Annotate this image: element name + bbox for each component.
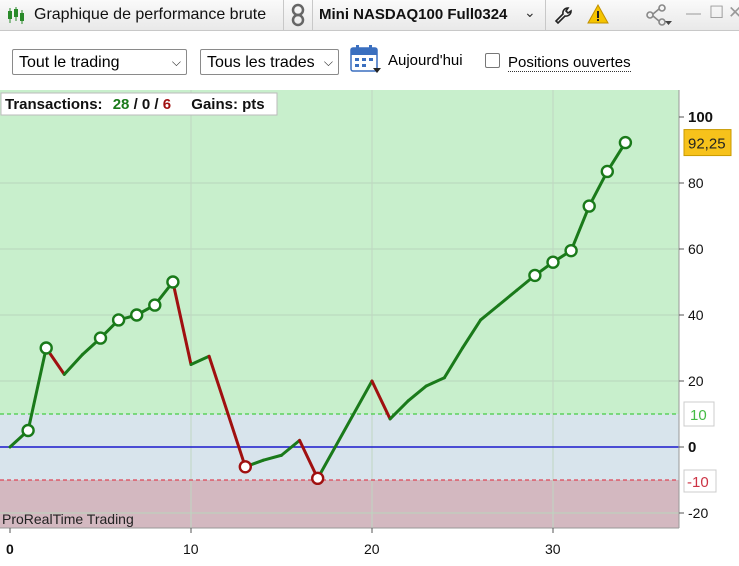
last-value-badge <box>683 129 732 157</box>
equity-segment <box>370 379 392 421</box>
trade-marker[interactable] <box>21 423 35 438</box>
summary-box <box>0 92 278 116</box>
scope-select-value: Tout le trading <box>19 54 120 71</box>
trades-select[interactable]: Tous les trades ⌵ <box>200 49 339 75</box>
separator <box>545 0 546 30</box>
upper-threshold-badge <box>683 401 715 427</box>
maximize-icon[interactable]: ☐ <box>709 3 725 22</box>
calendar-icon[interactable] <box>350 45 382 75</box>
equity-segment <box>171 280 193 366</box>
watermark: ProRealTime Trading <box>2 511 134 527</box>
minimize-icon[interactable]: — <box>686 5 701 22</box>
equity-segment <box>497 288 519 307</box>
equity-segment <box>298 438 320 480</box>
y-tick-label: 80 <box>688 175 704 191</box>
y-tick-label: 100 <box>688 109 713 126</box>
slash: / <box>134 96 142 113</box>
trade-marker[interactable] <box>582 199 596 213</box>
grid-lines <box>0 90 679 528</box>
trades-select-value: Tous les trades <box>207 54 315 71</box>
share-icon[interactable] <box>645 3 673 27</box>
close-icon[interactable]: ✕ <box>728 3 739 22</box>
neutral-count: 0 <box>142 96 150 113</box>
upper-threshold-label: 10 <box>690 407 707 424</box>
x-tick-label: 10 <box>183 541 199 557</box>
trade-marker[interactable] <box>39 341 53 355</box>
last-value-label: 92,25 <box>688 136 726 153</box>
y-tick-label: -20 <box>688 505 708 521</box>
equity-segment <box>280 438 302 457</box>
equity-segment <box>406 384 428 403</box>
x-tick-label: 20 <box>364 541 380 557</box>
y-axis-panel <box>679 90 739 538</box>
value-badges: 92,25 10 -10 <box>683 129 732 493</box>
y-tick-label: 40 <box>688 307 704 323</box>
trade-marker[interactable] <box>618 135 633 150</box>
y-tick-label: 0 <box>688 439 696 456</box>
equity-segment <box>424 376 446 388</box>
trade-marker[interactable] <box>148 298 162 312</box>
losses-count: 6 <box>163 96 171 113</box>
equity-segment <box>189 354 211 366</box>
equity-segment <box>479 303 501 322</box>
y-tick-label: 20 <box>688 373 704 389</box>
candlestick-chart-icon <box>8 7 24 24</box>
trade-marker[interactable] <box>546 255 560 269</box>
y-tick-label: 60 <box>688 241 704 257</box>
trade-marker[interactable] <box>166 275 180 289</box>
trade-marker[interactable] <box>564 243 578 258</box>
x-tick-label: 30 <box>545 541 561 557</box>
gains-label: Gains: pts <box>191 96 264 113</box>
chevron-down-icon: ⌵ <box>323 55 333 69</box>
separator <box>283 0 284 30</box>
x-axis-ticks: 0 10 20 30 <box>6 528 561 557</box>
trade-marker[interactable] <box>111 313 126 327</box>
date-range-label[interactable]: Aujourd'hui <box>388 52 463 69</box>
chevron-down-icon: ⌵ <box>171 55 181 69</box>
equity-segment <box>207 354 247 469</box>
window-titlebar: Graphique de performance brute Mini NASD… <box>0 0 739 31</box>
performance-chart: ProRealTime Trading 100 80 60 40 20 0 -20 0 10 2… <box>0 90 739 561</box>
scope-select[interactable]: Tout le trading ⌵ <box>12 49 187 75</box>
chevron-down-icon[interactable]: ⌄ <box>524 4 536 20</box>
window-title: Graphique de performance brute <box>34 6 267 23</box>
transactions-label: Transactions: <box>5 96 103 113</box>
equity-segment <box>62 353 84 376</box>
trade-marker[interactable] <box>600 164 614 179</box>
trade-marker[interactable] <box>238 460 253 474</box>
y-axis-ticks: 100 80 60 40 20 0 -20 <box>679 109 713 521</box>
separator <box>312 0 313 30</box>
lower-threshold-badge <box>683 469 717 493</box>
open-positions-label[interactable]: Positions ouvertes <box>508 54 631 72</box>
trade-marker[interactable] <box>311 471 325 486</box>
equity-segment <box>261 453 283 462</box>
warning-icon[interactable] <box>587 4 609 24</box>
trade-marker[interactable] <box>129 308 144 322</box>
equity-segment <box>316 379 374 480</box>
wrench-icon[interactable] <box>554 5 574 25</box>
summary-text: Transactions: 28 / 0 / 6 Gains: pts <box>5 96 265 113</box>
equity-segment <box>569 204 591 253</box>
open-positions-checkbox[interactable] <box>485 53 500 68</box>
trade-marker[interactable] <box>93 331 108 345</box>
trade-marker[interactable] <box>528 268 542 283</box>
x-axis-panel <box>0 528 679 561</box>
slash: / <box>154 96 162 113</box>
wins-count: 28 <box>113 96 130 113</box>
equity-segment <box>388 399 410 421</box>
filter-toolbar: Tout le trading ⌵ Tous les trades ⌵ Aujo… <box>0 31 739 89</box>
trade-markers <box>21 135 633 486</box>
equity-segment <box>461 318 483 350</box>
link-icon[interactable] <box>289 3 307 27</box>
equity-segment <box>26 346 48 432</box>
lower-threshold-label: -10 <box>687 474 709 491</box>
transactions-summary: Transactions: 28 / 0 / 6 Gains: pts <box>0 92 278 116</box>
negative-zone <box>0 480 679 528</box>
equity-segment <box>442 346 464 380</box>
instrument-selector[interactable]: Mini NASDAQ100 Full0324 <box>319 6 508 23</box>
x-tick-label: 0 <box>6 541 14 557</box>
